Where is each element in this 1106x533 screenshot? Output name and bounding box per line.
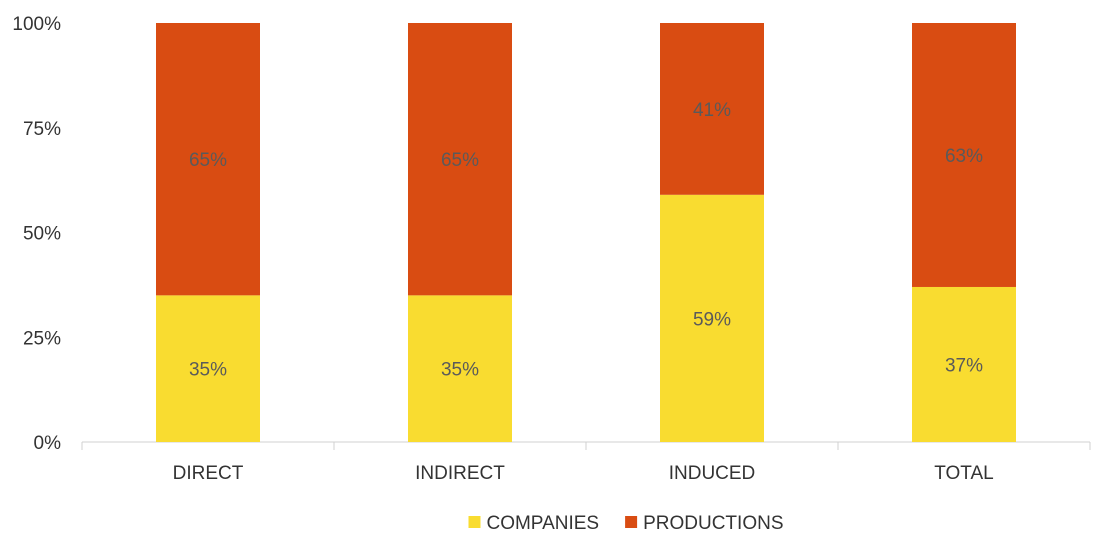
x-tick-label: DIRECT — [173, 463, 244, 484]
x-tick-label: INDIRECT — [415, 463, 505, 484]
bar-productions-direct — [156, 23, 260, 296]
bars — [156, 23, 1016, 442]
data-label: 65% — [189, 150, 227, 171]
x-axis: DIRECT INDIRECT INDUCED TOTAL — [81, 441, 1091, 484]
legend: COMPANIES PRODUCTIONS — [468, 513, 784, 533]
y-tick-label: 50% — [23, 224, 61, 245]
legend-swatch-productions — [625, 516, 638, 528]
x-tick-label: TOTAL — [934, 463, 993, 484]
bar-companies-induced — [660, 194, 764, 442]
legend-label: COMPANIES — [486, 513, 599, 533]
bar-productions-induced — [660, 23, 764, 195]
data-label: 35% — [189, 360, 227, 381]
data-label: 37% — [945, 355, 983, 376]
data-label: 63% — [945, 146, 983, 167]
y-tick-label: 100% — [12, 14, 61, 35]
y-axis: 0% 25% 50% 75% 100% — [12, 14, 61, 454]
data-label: 59% — [693, 309, 731, 330]
y-tick-label: 25% — [23, 328, 61, 349]
data-label: 35% — [441, 360, 479, 381]
y-tick-label: 0% — [34, 433, 62, 454]
bar-companies-direct — [156, 295, 260, 442]
data-label: 65% — [441, 150, 479, 171]
bar-companies-indirect — [408, 295, 512, 442]
x-tick-label: INDUCED — [669, 463, 756, 484]
legend-label: PRODUCTIONS — [643, 513, 783, 533]
bar-productions-indirect — [408, 23, 512, 296]
data-labels: 35% 65% 35% 65% 59% 41% 37% 63% — [189, 100, 983, 381]
data-label: 41% — [693, 100, 731, 121]
bar-companies-total — [912, 286, 1016, 442]
legend-swatch-companies — [468, 516, 481, 528]
bar-productions-total — [912, 23, 1016, 287]
y-tick-label: 75% — [23, 119, 61, 140]
